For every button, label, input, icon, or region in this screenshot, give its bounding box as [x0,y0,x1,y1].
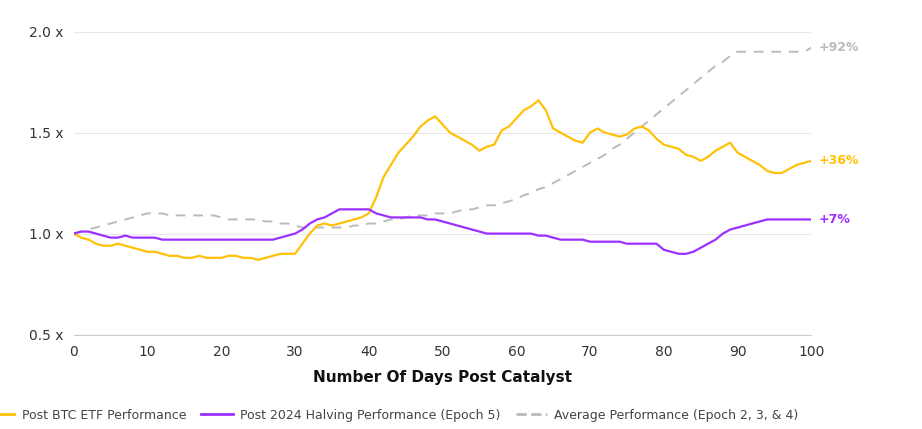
Text: +92%: +92% [819,41,859,54]
Legend: Post BTC ETF Performance, Post 2024 Halving Performance (Epoch 5), Average Perfo: Post BTC ETF Performance, Post 2024 Halv… [0,404,804,426]
Text: +7%: +7% [819,213,851,226]
Text: +36%: +36% [819,154,859,167]
X-axis label: Number Of Days Post Catalyst: Number Of Days Post Catalyst [313,370,572,385]
